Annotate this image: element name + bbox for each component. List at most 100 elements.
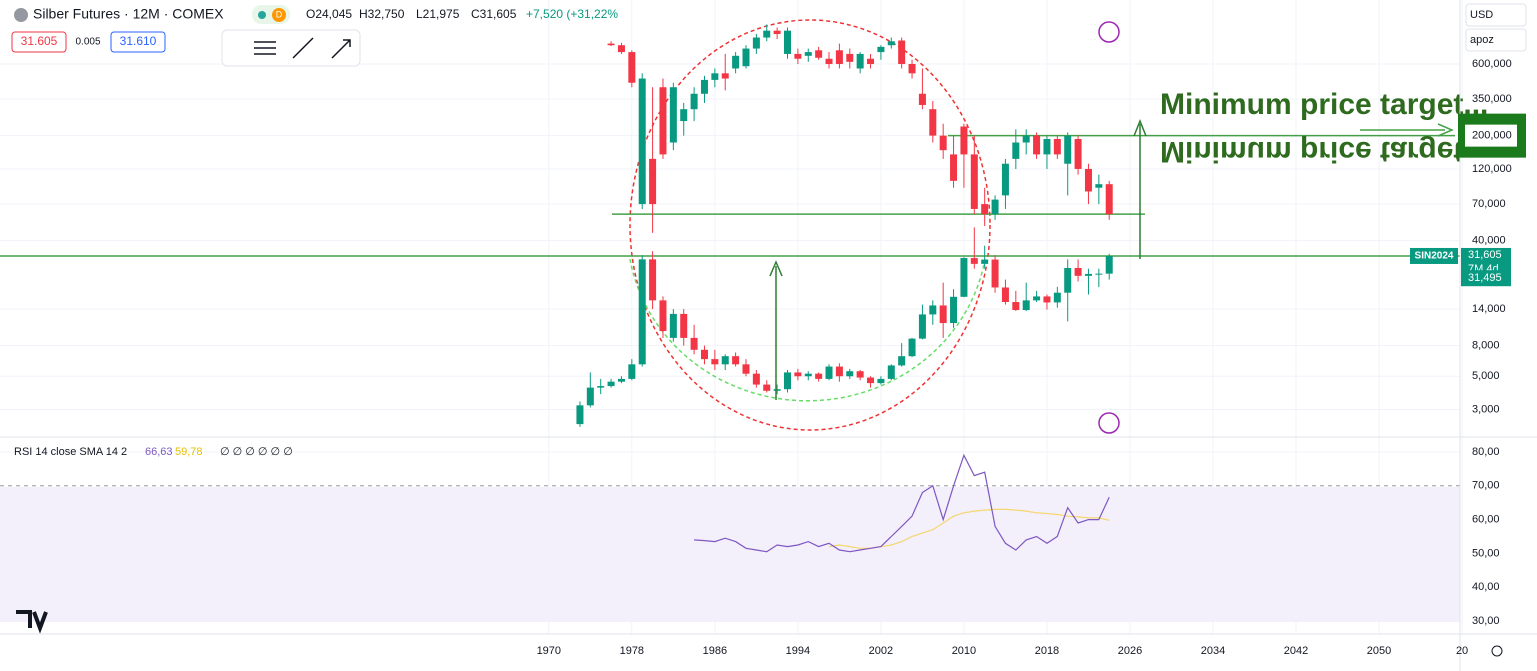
- candle-body: [680, 109, 688, 122]
- y-tick-label: 8,000: [1472, 339, 1500, 351]
- candle-body: [732, 55, 740, 69]
- candle-body: [887, 365, 895, 379]
- tool-lines[interactable]: [254, 41, 276, 55]
- rsi-extra: ∅ ∅ ∅ ∅ ∅ ∅: [220, 446, 293, 458]
- y-tick-label: 70,000: [1472, 198, 1506, 210]
- candle-body: [711, 73, 719, 80]
- event-icon[interactable]: [1098, 412, 1120, 434]
- y-tick-label: 350,000: [1472, 93, 1512, 105]
- scale-mode: apoz: [1470, 34, 1494, 46]
- currency-button[interactable]: [1465, 3, 1527, 27]
- candle-body: [856, 371, 864, 378]
- y-tick-label: 200,000: [1472, 130, 1512, 142]
- candle-body: [1012, 142, 1020, 159]
- rsi-title: RSI 14 close SMA 14 2: [14, 446, 127, 458]
- candle-body: [763, 384, 771, 391]
- x-tick-label: 1994: [786, 645, 810, 657]
- candle-body: [617, 45, 625, 53]
- scale-button[interactable]: [1465, 28, 1527, 52]
- candle-body: [1033, 296, 1041, 301]
- candle-body: [773, 30, 781, 35]
- ohlc-high: H32,750: [359, 7, 405, 21]
- last-price: 31,605: [1468, 249, 1502, 261]
- x-tick-label: 2050: [1367, 645, 1391, 657]
- candle-body: [1022, 135, 1030, 143]
- candle-body: [669, 87, 677, 143]
- ohlc-low: L21,975: [416, 7, 460, 21]
- prev-price: 31,495: [1468, 272, 1502, 284]
- settings-icon[interactable]: [1491, 645, 1503, 657]
- candle-body: [960, 258, 968, 297]
- candle-body: [939, 305, 947, 324]
- dashed-arc: [629, 19, 991, 431]
- symbol-logo: [14, 8, 28, 22]
- y-tick-label: 60,00: [1472, 513, 1500, 525]
- candle-body: [617, 378, 625, 382]
- candle-body: [898, 40, 906, 64]
- status-dot: [258, 11, 266, 19]
- sma-value: 59,78: [175, 446, 203, 458]
- tool-trendline[interactable]: [292, 37, 314, 59]
- tool-arrow[interactable]: [331, 39, 351, 59]
- arrow-head: [1133, 118, 1147, 137]
- sell-button[interactable]: [11, 31, 67, 53]
- candle-body: [1033, 135, 1041, 155]
- candle-body: [981, 259, 989, 264]
- x-tick-label: 2034: [1201, 645, 1225, 657]
- candle-body: [628, 52, 636, 83]
- price-plot: [0, 24, 1460, 427]
- dashed-arc: [629, 258, 986, 402]
- candle-body: [1084, 273, 1092, 276]
- rsi-line: [694, 453, 1110, 553]
- candle-body: [752, 37, 760, 49]
- drawing-toolbar: [221, 29, 361, 67]
- candle-body: [659, 87, 667, 155]
- event-icon[interactable]: [1098, 21, 1120, 43]
- candle-body: [846, 371, 854, 377]
- candle-body: [1095, 273, 1103, 275]
- candle-body: [991, 199, 999, 215]
- candle-body: [597, 386, 605, 388]
- x-tick-label: 1978: [620, 645, 644, 657]
- candle-body: [742, 48, 750, 67]
- candle-body: [1043, 138, 1051, 155]
- change: +7,520 (+31,22%: [526, 7, 618, 21]
- candle-body: [586, 387, 594, 406]
- candle-body: [690, 93, 698, 110]
- ohlc-open: O24,045: [306, 7, 352, 21]
- y-tick-label: 50,00: [1472, 547, 1500, 559]
- x-tick-label: 1986: [703, 645, 727, 657]
- candle-body: [981, 204, 989, 215]
- candle-body: [1043, 296, 1051, 303]
- candle-body: [804, 52, 812, 56]
- arrow-head: [1437, 123, 1454, 137]
- candle-body: [1074, 267, 1082, 276]
- currency: USD: [1470, 9, 1493, 21]
- candle-body: [794, 372, 802, 377]
- candle-body: [898, 356, 906, 366]
- arrow-head: [769, 260, 783, 277]
- x-tick-label: 2018: [1035, 645, 1059, 657]
- x-tick-label: 2010: [952, 645, 976, 657]
- candle-body: [742, 364, 750, 374]
- candle-body: [835, 366, 843, 377]
- prev-box: [1461, 270, 1511, 287]
- candle-body: [628, 364, 636, 379]
- candle-body: [929, 305, 937, 315]
- candle-body: [607, 43, 615, 46]
- highlight-inner: [1465, 124, 1517, 147]
- candle-body: [784, 30, 792, 54]
- candle-body: [649, 259, 657, 301]
- x-tick-label: 1970: [537, 645, 561, 657]
- buy-button[interactable]: [110, 31, 166, 53]
- candle-body: [763, 30, 771, 38]
- candle-body: [918, 314, 926, 339]
- candle-body: [835, 50, 843, 64]
- tv-logo: [16, 610, 48, 634]
- y-tick-label: 40,000: [1472, 235, 1506, 247]
- candle-body: [970, 258, 978, 264]
- candle-body: [576, 405, 584, 425]
- ask: 31.610: [120, 34, 157, 48]
- candle-body: [867, 58, 875, 64]
- candle-body: [1001, 163, 1009, 196]
